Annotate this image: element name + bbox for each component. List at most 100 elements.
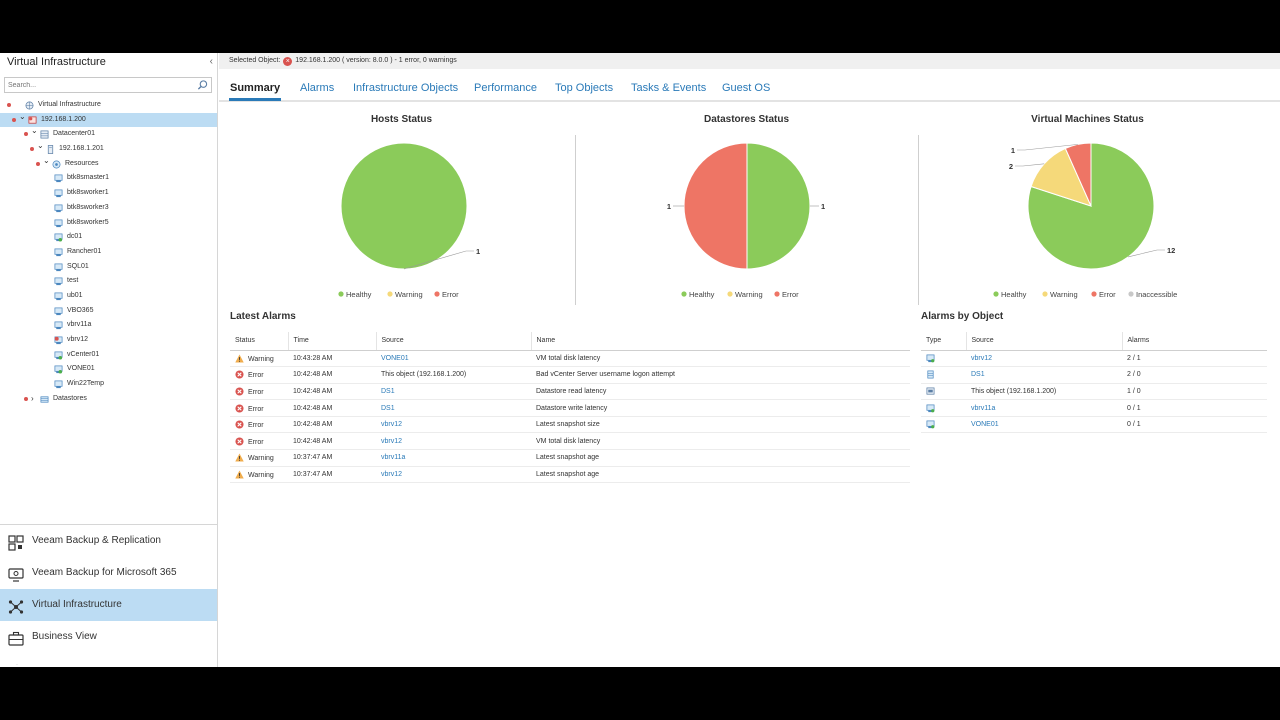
alarm-source[interactable]: VONE01	[376, 350, 531, 368]
collapse-chevron-icon[interactable]: ›	[31, 393, 34, 403]
nav-item[interactable]: Business View	[0, 621, 217, 653]
object-source[interactable]: DS1	[966, 366, 1122, 384]
tree-node[interactable]: vbrv11a	[0, 318, 217, 333]
alarm-status: Warning	[230, 466, 288, 484]
expand-chevron-icon[interactable]: ⌄	[19, 111, 26, 121]
nav-item[interactable]: Virtual Infrastructure	[0, 589, 217, 621]
alarm-row[interactable]: Warning 10:37:47 AM vbrv11a Latest snapshot…	[230, 449, 910, 467]
object-type	[921, 416, 966, 434]
nav-item[interactable]: Veeam Backup & Replication	[0, 525, 217, 557]
nav-item-label: Veeam Backup & Replication	[32, 535, 161, 546]
tab-summary[interactable]: Summary	[228, 82, 282, 101]
expand-chevron-icon[interactable]: ⌄	[31, 126, 38, 136]
error-icon	[235, 370, 244, 379]
datastore-icon	[927, 370, 934, 379]
legend-label-error: Error	[782, 290, 799, 299]
object-source[interactable]: vbrv12	[966, 350, 1122, 368]
search-icon[interactable]	[197, 79, 208, 91]
column-header-type[interactable]: Type	[921, 332, 966, 351]
vm-running-icon	[54, 365, 63, 374]
tree-node[interactable]: ub01	[0, 289, 217, 304]
column-header-alarms[interactable]: Alarms	[1121, 332, 1267, 351]
alarm-time: 10:42:48 AM	[288, 399, 376, 417]
column-header-source[interactable]: Source	[965, 332, 1122, 351]
vm-icon	[926, 404, 935, 412]
selected-object-label: Selected Object:	[229, 57, 281, 64]
alarm-row[interactable]: Warning 10:37:47 AM vbrv12 Latest snapshot …	[230, 466, 910, 484]
alarm-row[interactable]: Error 10:42:48 AM DS1 Datastore read latenc…	[230, 383, 910, 401]
tab-alarms[interactable]: Alarms	[300, 82, 335, 94]
vm-icon	[54, 307, 63, 316]
tree-node[interactable]: ⌄ 192.168.1.200	[0, 111, 217, 128]
pie-slice-healthy	[340, 142, 468, 270]
alarm-name: Datastore write latency	[531, 399, 910, 417]
expand-chevron-icon[interactable]: ⌄	[37, 141, 44, 151]
virtual-infrastructure-icon	[25, 101, 34, 110]
tree-node[interactable]: ⌄ Resources	[0, 155, 217, 172]
tree-node[interactable]: btk8sworker1	[0, 186, 217, 201]
vm-icon	[54, 219, 63, 228]
collapse-pane-icon[interactable]: ‹	[209, 56, 213, 67]
object-source[interactable]: vbrv11a	[966, 399, 1122, 417]
tab-infrastructure-objects[interactable]: Infrastructure Objects	[353, 82, 459, 94]
column-header-source[interactable]: Source	[375, 332, 531, 351]
alarm-status: Error	[230, 366, 288, 384]
tree-node[interactable]: btk8smaster1	[0, 171, 217, 186]
object-row[interactable]: DS1 2 / 0	[921, 366, 1267, 384]
search-box[interactable]	[4, 77, 212, 93]
tree-node[interactable]: SQL01	[0, 260, 217, 275]
tree-node[interactable]: Virtual Infrastructure	[0, 98, 217, 113]
tree-node[interactable]: test	[0, 274, 217, 289]
alarm-source[interactable]: vbrv11a	[376, 449, 531, 467]
alarm-source[interactable]: DS1	[376, 399, 531, 417]
alarm-dot-icon	[36, 161, 40, 166]
alarm-source[interactable]: vbrv12	[376, 466, 531, 484]
alarm-row[interactable]: Error 10:42:48 AM DS1 Datastore write laten…	[230, 399, 910, 417]
expand-chevron-icon[interactable]: ⌄	[43, 155, 50, 165]
tree-node[interactable]: btk8sworker3	[0, 201, 217, 216]
tree-node[interactable]: dc01	[0, 230, 217, 245]
tree-node[interactable]: › Datastores	[0, 392, 217, 407]
search-input[interactable]	[5, 78, 190, 92]
alarm-source[interactable]: vbrv12	[376, 416, 531, 434]
object-row[interactable]: VONE01 0 / 1	[921, 416, 1267, 434]
tree-node[interactable]: ⌄ Datacenter01	[0, 126, 217, 142]
column-header-status[interactable]: Status	[230, 332, 288, 351]
alarm-source[interactable]: vbrv12	[376, 432, 531, 451]
alarm-source[interactable]: DS1	[376, 383, 531, 401]
warning-icon	[235, 470, 244, 479]
tree-node[interactable]: vCenter01	[0, 348, 217, 363]
object-row[interactable]: This object (192.168.1.200) 1 / 0	[921, 383, 1267, 401]
tab-performance[interactable]: Performance	[474, 82, 537, 94]
tree-node[interactable]: Win22Temp	[0, 377, 217, 392]
nav-item[interactable]	[0, 653, 217, 665]
object-source[interactable]: VONE01	[966, 416, 1122, 434]
legend-label-error: Error	[1099, 290, 1116, 299]
alarm-row[interactable]: Warning 10:43:28 AM VONE01 VM total disk la…	[230, 350, 910, 368]
nav-item[interactable]: Veeam Backup for Microsoft 365	[0, 557, 217, 589]
column-header-name[interactable]: Name	[530, 332, 910, 351]
object-row[interactable]: vbrv11a 0 / 1	[921, 399, 1267, 417]
tree-node[interactable]: VONE01	[0, 362, 217, 377]
tab-top-objects[interactable]: Top Objects	[555, 82, 614, 94]
legend-marker-error	[774, 291, 780, 297]
tree-node[interactable]: btk8sworker5	[0, 216, 217, 231]
tree-node-label: 192.168.1.201	[59, 145, 104, 153]
vm-icon	[54, 277, 63, 286]
legend-marker-warning	[1042, 291, 1048, 297]
alarm-status: Warning	[230, 449, 288, 467]
alarm-row[interactable]: Error 10:42:48 AM vbrv12 Latest snapshot si…	[230, 416, 910, 434]
alarm-row[interactable]: Error 10:42:48 AM This object (192.168.1.2…	[230, 366, 910, 384]
tab-tasks-events[interactable]: Tasks & Events	[631, 82, 707, 94]
object-row[interactable]: vbrv12 2 / 1	[921, 350, 1267, 368]
tree-node[interactable]: Rancher01	[0, 245, 217, 260]
alarm-row[interactable]: Error 10:42:48 AM vbrv12 VM total disk late…	[230, 432, 910, 451]
column-header-time[interactable]: Time	[287, 332, 376, 351]
tree-node-label: btk8sworker1	[67, 189, 109, 197]
tree-node[interactable]: vbrv12	[0, 333, 217, 348]
tree-node-label: btk8smaster1	[67, 174, 110, 182]
tab-guest-os[interactable]: Guest OS	[722, 82, 771, 94]
tree-node[interactable]: VBO365	[0, 304, 217, 319]
backup-m365-icon	[8, 565, 24, 582]
tree-node[interactable]: ⌄ 192.168.1.201	[0, 141, 217, 157]
